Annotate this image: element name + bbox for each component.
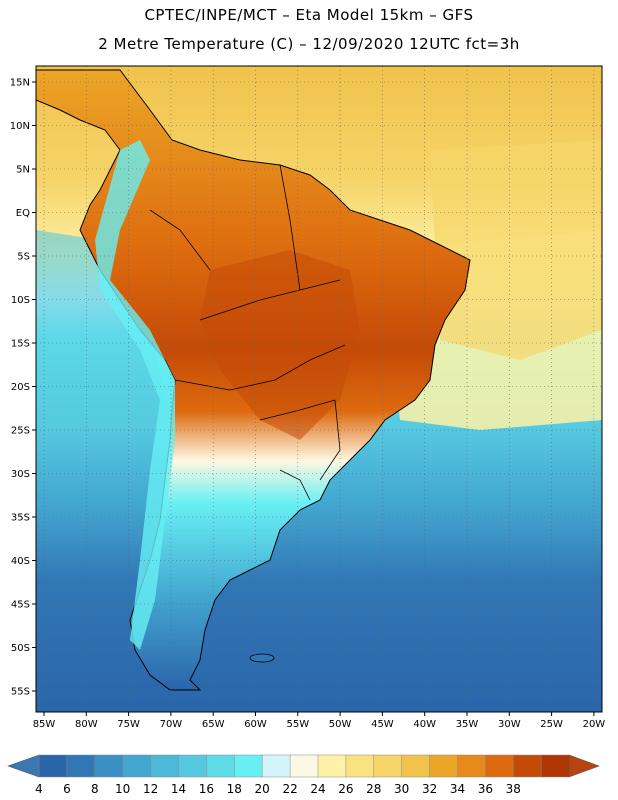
colorbar-label: 16 [199, 782, 214, 796]
lon-tick-label: 85W [33, 719, 56, 730]
colorbar-label: 4 [35, 782, 43, 796]
colorbar-swatch [457, 754, 486, 778]
colorbar-label: 22 [282, 782, 297, 796]
lon-tick-label: 45W [371, 719, 394, 730]
colorbar-label: 36 [478, 782, 493, 796]
colorbar-swatch [206, 754, 235, 778]
andes-cool-strip [95, 140, 175, 650]
colorbar-swatch [317, 754, 347, 778]
colorbar-label: 14 [171, 782, 186, 796]
colorbar: 4 6 8 10 12 14 16 18 20 22 24 26 28 30 32 34 36 38 [7, 754, 600, 796]
map-frame [35, 65, 603, 713]
lat-tick-label: 5S [17, 252, 30, 263]
map-field [36, 66, 602, 712]
atlantic-warm-core [430, 140, 602, 360]
latitude-axis: 15N 10N 5N EQ 5S 10S 15S 20S 25S 30S 35S 40S 45S 50S 5… [10, 78, 36, 698]
lat-tick-label: 50S [11, 643, 30, 654]
colorbar-label: 38 [506, 782, 521, 796]
lon-tick-label: 20W [583, 719, 606, 730]
lat-tick-label: 45S [11, 600, 30, 611]
colorbar-label: 6 [63, 782, 71, 796]
colorbar-swatch [66, 754, 96, 778]
colorbar-label: 28 [366, 782, 381, 796]
lon-tick-label: 60W [244, 719, 267, 730]
colorbar-swatch [289, 754, 319, 778]
colorbar-swatch [401, 754, 431, 778]
lat-tick-label: 25S [11, 426, 30, 437]
lon-tick-label: 75W [117, 719, 140, 730]
lat-tick-label: 15S [11, 339, 30, 350]
colorbar-swatch [540, 754, 570, 778]
pacific-cool-zone [36, 230, 170, 430]
colorbar-label: 10 [115, 782, 130, 796]
colorbar-swatch [38, 754, 68, 778]
falkland-islands [249, 653, 275, 663]
colorbar-label: 18 [227, 782, 242, 796]
lon-tick-label: 30W [498, 719, 521, 730]
colorbar-swatch [429, 754, 459, 778]
lat-tick-label: 55S [11, 687, 30, 698]
colorbar-swatch [261, 754, 291, 778]
lat-tick-label: EQ [16, 208, 30, 219]
colorbar-swatch [373, 754, 403, 778]
colorbar-swatch [513, 754, 542, 778]
colorbar-label: 12 [143, 782, 158, 796]
colorbar-swatch [150, 754, 180, 778]
lon-tick-label: 40W [413, 719, 436, 730]
lat-tick-label: 40S [11, 556, 30, 567]
colorbar-label: 30 [394, 782, 409, 796]
colorbar-swatch [485, 754, 514, 778]
lon-tick-label: 50W [329, 719, 352, 730]
colorbar-label: 26 [338, 782, 353, 796]
colorbar-swatch [178, 754, 207, 778]
lon-tick-label: 70W [160, 719, 183, 730]
lon-tick-label: 65W [202, 719, 225, 730]
colorbar-label: 24 [310, 782, 325, 796]
lon-tick-label: 55W [286, 719, 309, 730]
colorbar-swatch [345, 754, 375, 778]
colorbar-label: 34 [450, 782, 465, 796]
colorbar-label: 32 [422, 782, 437, 796]
country-borders [149, 164, 346, 501]
lat-tick-label: 20S [11, 382, 30, 393]
lon-tick-label: 35W [456, 719, 479, 730]
chart-subtitle: 2 Metre Temperature (C) – 12/09/2020 12U… [98, 35, 520, 53]
lat-tick-label: 15N [10, 78, 30, 89]
lat-tick-label: 5N [16, 165, 30, 176]
hot-core-region [200, 250, 360, 440]
colorbar-label: 8 [91, 782, 99, 796]
colorbar-label: 20 [255, 782, 270, 796]
lat-tick-label: 35S [11, 513, 30, 524]
colorbar-under-arrow [7, 754, 40, 778]
longitude-axis: 85W 80W 75W 70W 65W 60W 55W 50W 45W 40W 35W 30W 25W 2… [33, 712, 606, 730]
lat-tick-label: 10S [11, 295, 30, 306]
colorbar-swatch [234, 754, 263, 778]
chart-title: CPTEC/INPE/MCT – Eta Model 15km – GFS [144, 6, 474, 24]
colorbar-over-arrow [568, 754, 600, 778]
lat-tick-label: 10N [10, 121, 30, 132]
lat-tick-label: 30S [11, 469, 30, 480]
lon-tick-label: 25W [540, 719, 563, 730]
colorbar-swatch [94, 754, 124, 778]
lon-tick-label: 80W [75, 719, 98, 730]
colorbar-swatch [122, 754, 152, 778]
